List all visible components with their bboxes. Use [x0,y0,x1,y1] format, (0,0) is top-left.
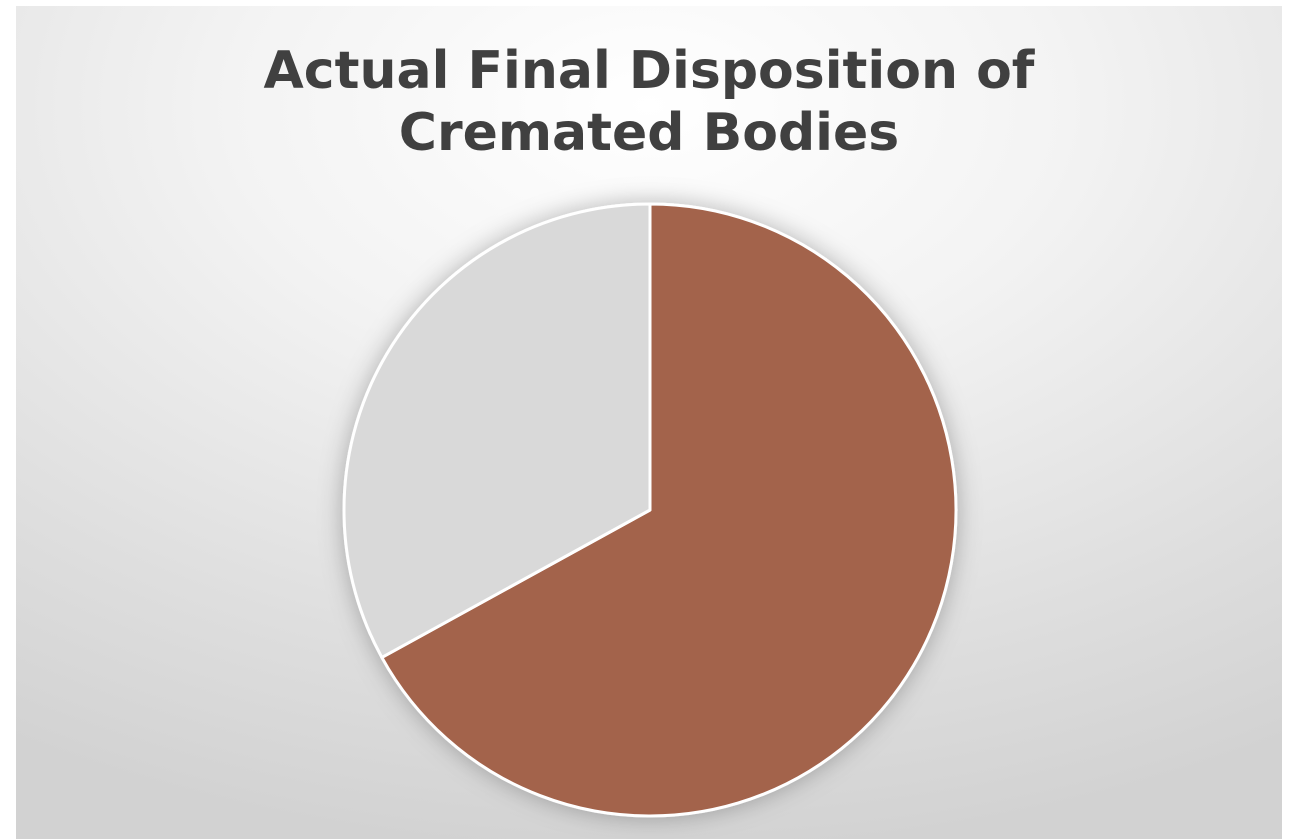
pie-slice-1 [380,202,958,818]
chart-area: Actual Final Disposition of Cremated Bod… [16,6,1282,839]
pie-chart [342,202,958,818]
pie-slice-2 [342,202,652,659]
chart-title: Actual Final Disposition of Cremated Bod… [263,41,1035,163]
